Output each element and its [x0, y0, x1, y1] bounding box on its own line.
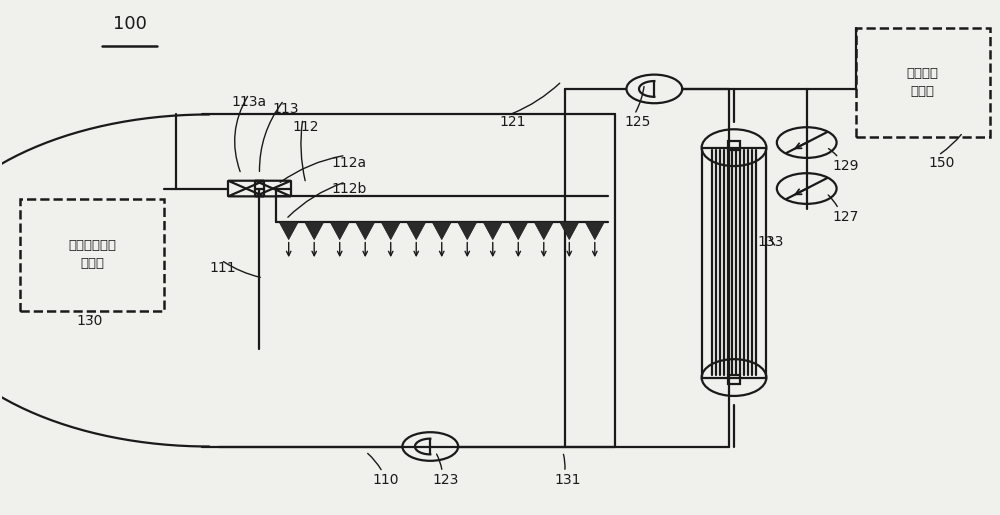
Polygon shape: [407, 222, 426, 239]
Polygon shape: [305, 222, 324, 239]
Text: 131: 131: [554, 473, 581, 487]
Text: 112b: 112b: [331, 182, 366, 196]
Text: 127: 127: [832, 210, 859, 224]
Text: 130: 130: [77, 314, 103, 329]
Text: 125: 125: [624, 115, 651, 129]
Polygon shape: [356, 222, 375, 239]
Text: 150: 150: [928, 156, 954, 170]
Text: 100: 100: [113, 15, 146, 33]
Polygon shape: [534, 222, 553, 239]
Polygon shape: [432, 222, 451, 239]
Polygon shape: [560, 222, 579, 239]
Text: 二氧化碳临时
贮藏所: 二氧化碳临时 贮藏所: [68, 239, 116, 270]
Text: 110: 110: [372, 473, 399, 487]
Polygon shape: [483, 222, 502, 239]
Polygon shape: [381, 222, 400, 239]
Bar: [728, 141, 740, 150]
Text: 113a: 113a: [231, 95, 267, 109]
Polygon shape: [585, 222, 604, 239]
Text: 123: 123: [432, 473, 458, 487]
Text: 133: 133: [758, 235, 784, 249]
Text: 112a: 112a: [331, 156, 366, 170]
Polygon shape: [509, 222, 528, 239]
Text: 111: 111: [210, 261, 236, 274]
Text: 112: 112: [293, 120, 319, 134]
Polygon shape: [330, 222, 349, 239]
Bar: [702, 148, 766, 377]
Text: 129: 129: [832, 159, 859, 173]
Text: 二氧化碳
贮藏所: 二氧化碳 贮藏所: [907, 67, 939, 98]
Polygon shape: [279, 222, 298, 239]
Polygon shape: [458, 222, 477, 239]
Text: 113: 113: [273, 102, 299, 116]
Bar: [728, 375, 740, 384]
Text: 121: 121: [500, 115, 526, 129]
